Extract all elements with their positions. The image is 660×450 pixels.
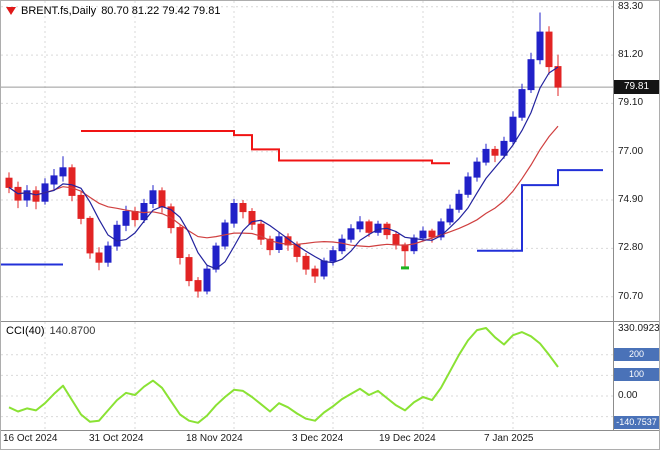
symbol-label: BRENT.fs,Daily (21, 5, 97, 17)
price-axis[interactable]: 83.30 81.20 79.10 77.00 74.90 72.80 70.70 79.81 (614, 0, 659, 321)
time-axis-label: 3 Dec 2024 (292, 433, 344, 444)
time-axis[interactable]: 16 Oct 2024 31 Oct 2024 18 Nov 2024 3 Dec 2… (1, 431, 659, 449)
price-axis-label: 79.10 (618, 97, 644, 109)
time-axis-label: 16 Oct 2024 (3, 433, 58, 444)
axis-separator (613, 1, 614, 431)
price-chart-canvas[interactable] (1, 1, 613, 321)
indicator-label: CCI(40) 140.8700 (6, 325, 95, 337)
price-axis-label: 83.30 (618, 0, 644, 12)
time-axis-label: 7 Jan 2025 (484, 433, 534, 444)
price-axis-label: 72.80 (618, 242, 644, 254)
window-separator[interactable] (1, 321, 659, 322)
price-axis-label: 77.00 (618, 145, 644, 157)
price-axis-label: 74.90 (618, 194, 644, 206)
indicator-value: 140.8700 (49, 325, 96, 337)
indicator-level-tag: 200 (614, 347, 659, 361)
indicator-level-tag: 100 (614, 368, 659, 382)
current-price-tag: 79.81 (614, 80, 659, 95)
indicator-canvas[interactable] (1, 322, 613, 430)
indicator-level-tag: -140.7537 (614, 416, 659, 429)
price-axis-label: 81.20 (618, 49, 644, 61)
indicator-name: CCI(40) (6, 325, 45, 337)
time-axis-label: 19 Dec 2024 (379, 433, 436, 444)
buy-marker-icon (401, 266, 409, 270)
indicator-axis-zero-label: 0.00 (618, 390, 638, 401)
time-axis-label: 31 Oct 2024 (89, 433, 144, 444)
quote-ohlc: 80.70 81.22 79.42 79.81 (101, 5, 221, 17)
price-axis-label: 70.70 (618, 290, 644, 302)
chart-quote-bar: BRENT.fs,Daily 80.70 81.22 79.42 79.81 (6, 5, 220, 17)
indicator-axis[interactable]: 330.0923 200 100 0.00 -140.7537 (614, 322, 660, 430)
symbol-marker-icon (6, 7, 16, 15)
time-axis-separator (1, 430, 659, 431)
indicator-axis-max-label: 330.0923 (618, 323, 660, 334)
time-axis-label: 18 Nov 2024 (186, 433, 243, 444)
